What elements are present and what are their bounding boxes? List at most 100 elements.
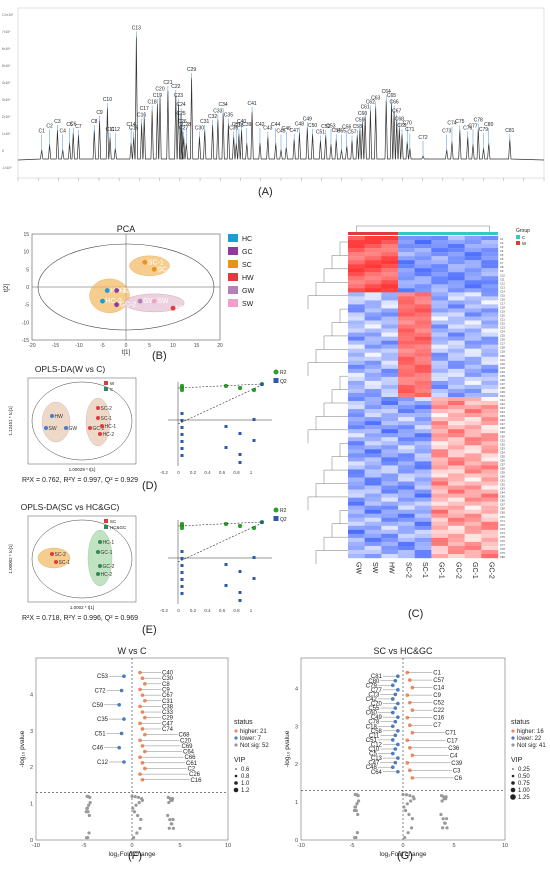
row-label: C14 xyxy=(500,289,505,293)
y-tick-label: 0 xyxy=(30,838,33,844)
heatmap-cell xyxy=(364,437,382,442)
r2-point xyxy=(224,522,228,526)
heatmap-cell xyxy=(414,292,432,297)
heatmap-cell xyxy=(364,368,382,374)
heatmap-cell xyxy=(431,376,449,382)
heatmap-cell xyxy=(381,529,399,535)
score-point xyxy=(137,298,143,304)
nonsig-point xyxy=(88,800,92,805)
nonsig-point xyxy=(356,799,361,803)
heatmap-cell xyxy=(364,296,382,301)
heatmap-cell xyxy=(381,256,399,261)
peak-label: C60 xyxy=(358,111,367,117)
heatmap-cell xyxy=(364,348,382,353)
row-dendrogram xyxy=(315,282,348,296)
heatmap-cell xyxy=(348,328,365,333)
peak-label: C72 xyxy=(418,135,427,141)
heatmap-cell xyxy=(364,549,382,555)
heatmap-cell xyxy=(448,284,465,289)
heatmap-cell xyxy=(481,388,499,394)
row-label: C69 xyxy=(500,511,505,515)
vip-size-swatch xyxy=(235,768,237,770)
heatmap-cell xyxy=(481,549,499,555)
heatmap-cell xyxy=(364,521,382,526)
heatmap-cell xyxy=(481,457,499,462)
heatmap-cell xyxy=(348,300,365,305)
heatmap-cell xyxy=(431,537,449,543)
heatmap-cell xyxy=(381,248,399,253)
heatmap-cell xyxy=(431,533,449,539)
volcano-label: C9 xyxy=(433,693,441,699)
heatmap-cell xyxy=(348,248,365,253)
nonsig-point xyxy=(403,835,407,840)
nonsig-point xyxy=(353,792,357,797)
y-tick-label: 1 xyxy=(30,802,33,808)
heatmap-cell xyxy=(364,465,382,470)
r2-regression xyxy=(177,521,263,527)
volcano-label: C31 xyxy=(162,699,174,705)
volcano-label: C68 xyxy=(179,733,191,739)
nonsig-point xyxy=(84,836,89,840)
volcano-label: C78 xyxy=(368,720,380,726)
peak-label: C16 xyxy=(137,113,146,119)
heatmap-cell xyxy=(464,248,482,253)
heatmap-cell xyxy=(398,292,415,297)
heatmap-cell xyxy=(481,256,499,261)
row-dendrogram xyxy=(331,523,348,538)
x-tick-label: 0.2 xyxy=(190,608,197,613)
group-ellipse-w xyxy=(41,401,71,443)
heatmap-cell xyxy=(448,457,465,462)
heatmap-cell xyxy=(348,236,365,241)
q2-point xyxy=(224,425,228,428)
heatmap-cell xyxy=(414,497,432,502)
nonsig-point xyxy=(355,831,359,835)
hotelling-ellipse xyxy=(31,381,133,461)
lower-point xyxy=(391,724,395,729)
legend-label: lower: 7 xyxy=(240,736,262,742)
heatmap-cell xyxy=(464,316,482,321)
legend-label: W xyxy=(522,241,527,246)
q2-point xyxy=(252,418,256,421)
heatmap-cell xyxy=(481,296,499,301)
heatmap-cell xyxy=(481,308,499,313)
heatmap-cell xyxy=(381,368,399,374)
nonsig-point xyxy=(84,810,88,814)
heatmap-cell xyxy=(464,328,482,333)
legend-swatch xyxy=(273,378,279,383)
heatmap-cell xyxy=(398,320,415,325)
r2-point xyxy=(180,388,184,392)
heatmap-cell xyxy=(464,441,482,446)
lower-point xyxy=(396,756,400,760)
opls-da-sc-panel: OPLS-DA(SC vs HC&GC) SC-2 SC-1 HC-1 GC-1 GC-2… xyxy=(0,500,290,640)
heatmap-cell xyxy=(464,457,482,462)
heatmap-cell xyxy=(381,477,399,482)
heatmap-cell xyxy=(348,501,365,506)
heatmap-cell xyxy=(381,280,399,285)
heatmap-cell xyxy=(431,401,449,406)
legend-label: R2 xyxy=(280,370,287,376)
row-label: C8 xyxy=(500,265,504,269)
heatmap-cell xyxy=(381,352,399,357)
heatmap-cell xyxy=(464,421,482,426)
heatmap-cell xyxy=(364,344,382,349)
row-label: C46 xyxy=(500,418,505,422)
peak-label: C74 xyxy=(447,121,456,127)
heatmap-cell xyxy=(481,469,499,474)
heatmap-cell xyxy=(414,493,432,498)
heatmap-cell xyxy=(481,380,499,386)
heatmap-cell xyxy=(431,505,449,510)
nonsig-point xyxy=(403,808,408,813)
higher-point xyxy=(410,708,415,712)
heatmap-cell xyxy=(481,425,499,430)
x-tick-label: 0.6 xyxy=(219,608,226,613)
heatmap-cell xyxy=(481,376,499,382)
vip-size-swatch xyxy=(512,768,514,770)
heatmap-cell xyxy=(414,409,432,414)
heatmap-cell xyxy=(448,344,465,349)
heatmap-cell xyxy=(448,264,465,269)
vip-size-swatch xyxy=(234,774,238,778)
heatmap-cell xyxy=(348,240,365,245)
heatmap-cell xyxy=(381,421,399,426)
volcano-label: C52 xyxy=(433,701,445,707)
